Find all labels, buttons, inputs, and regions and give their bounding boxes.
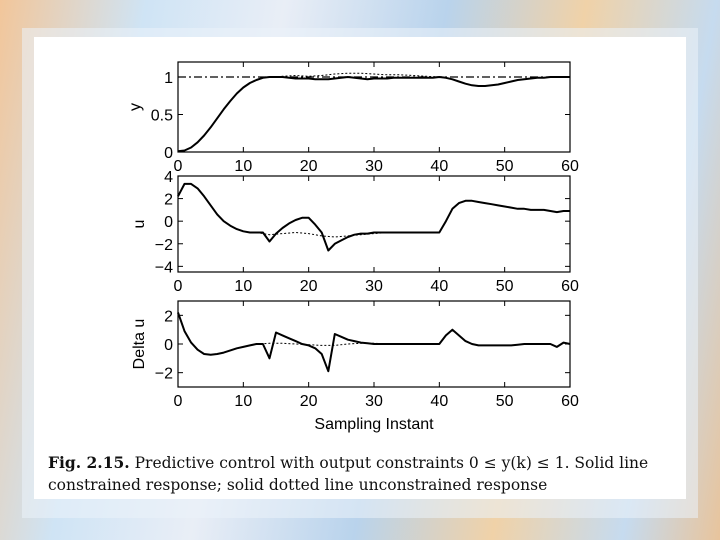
plot-area-0	[177, 61, 571, 153]
caption-line-1: Fig. 2.15. Predictive control with outpu…	[48, 452, 686, 474]
y-tick-label-2-0: 2	[164, 308, 173, 325]
x-tick-label-2-2: 20	[300, 393, 318, 410]
caption-figure-label: Fig. 2.15.	[48, 453, 130, 472]
x-tick-label-1-0: 0	[174, 278, 183, 295]
caption-text-1: Predictive control with output constrain…	[134, 454, 649, 472]
x-tick-label-1-6: 60	[561, 278, 579, 295]
y-tick-label-1-0: 4	[164, 169, 173, 186]
x-tick-label-2-0: 0	[174, 393, 183, 410]
x-tick-label-2-4: 40	[430, 393, 448, 410]
series-line-1-1	[256, 232, 440, 238]
y-tick-label-0-1: 0.5	[151, 108, 173, 125]
y-tick-label-1-1: 2	[164, 192, 173, 209]
x-axis-label-2: Sampling Instant	[314, 416, 434, 433]
caption-text-2: constrained response; solid dotted line …	[48, 476, 548, 494]
x-tick-label-0-4: 40	[430, 158, 448, 175]
x-tick-label-1-5: 50	[496, 278, 514, 295]
x-tick-label-2-1: 10	[234, 393, 252, 410]
series-line-1-0	[177, 182, 570, 252]
x-tick-label-1-2: 20	[300, 278, 318, 295]
y-axis-label-0: y	[127, 103, 144, 111]
y-tick-label-1-3: −2	[155, 237, 173, 254]
figure-caption: Fig. 2.15. Predictive control with outpu…	[48, 452, 686, 498]
y-tick-label-0-0: 0	[164, 145, 173, 162]
x-tick-label-0-2: 20	[300, 158, 318, 175]
x-tick-label-0-6: 60	[561, 158, 579, 175]
series-line-2-1	[256, 342, 440, 346]
x-tick-label-0-3: 30	[365, 158, 383, 175]
x-tick-label-1-1: 10	[234, 278, 252, 295]
y-tick-label-2-2: −2	[155, 366, 173, 383]
series-line-0-0	[177, 76, 570, 153]
series-line-0-1	[269, 72, 440, 78]
y-tick-label-1-2: 0	[164, 214, 173, 231]
x-tick-label-0-5: 50	[496, 158, 514, 175]
x-tick-label-1-4: 40	[430, 278, 448, 295]
y-tick-label-2-1: 0	[164, 337, 173, 354]
series-line-2-0	[177, 312, 571, 373]
x-tick-label-2-6: 60	[561, 393, 579, 410]
y-tick-label-0-2: 1	[164, 70, 173, 87]
y-axis-label-2: Delta u	[131, 319, 148, 370]
x-tick-label-1-3: 30	[365, 278, 383, 295]
y-tick-label-1-4: −4	[155, 259, 173, 276]
x-tick-label-0-1: 10	[234, 158, 252, 175]
x-tick-label-0-0: 0	[174, 158, 183, 175]
slide-content	[34, 37, 686, 499]
x-tick-label-2-5: 50	[496, 393, 514, 410]
y-axis-label-1: u	[131, 220, 148, 229]
x-tick-label-2-3: 30	[365, 393, 383, 410]
plot-area-1	[177, 175, 571, 273]
